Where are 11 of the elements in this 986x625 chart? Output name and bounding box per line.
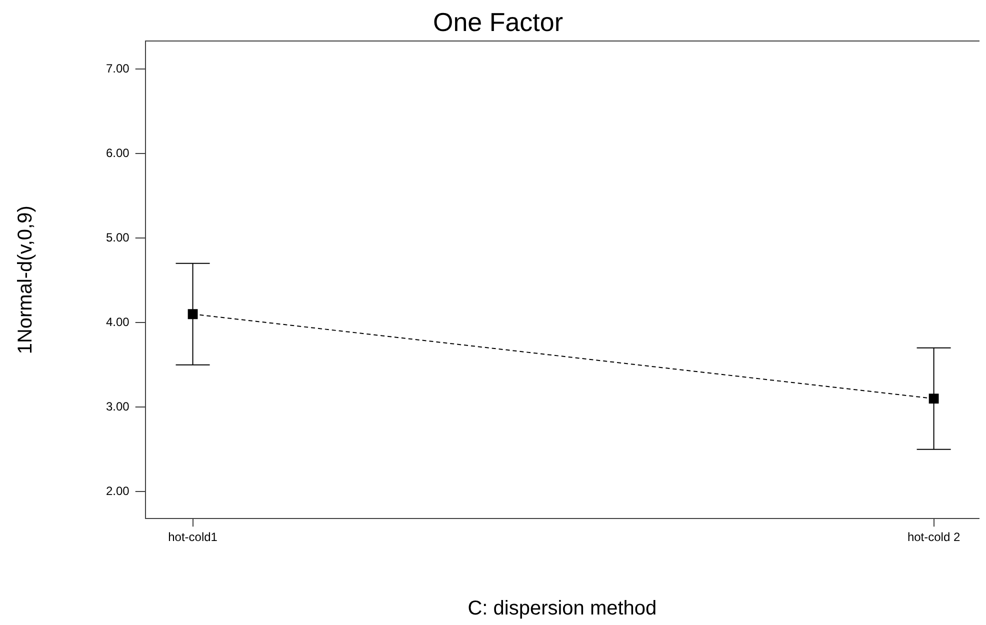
y-tick-label: 7.00 bbox=[106, 61, 130, 76]
x-tick-label: hot-cold 2 bbox=[907, 530, 960, 544]
y-tick-label: 6.00 bbox=[106, 146, 130, 160]
y-tick-label: 3.00 bbox=[106, 399, 130, 414]
y-tick-label: 4.00 bbox=[106, 314, 130, 329]
y-tick-label: 2.00 bbox=[106, 484, 130, 498]
y-axis-title: 1Normal-d(v,0,9) bbox=[14, 206, 37, 354]
chart-title: One Factor bbox=[432, 6, 564, 37]
x-axis-title: C: dispersion method bbox=[468, 598, 657, 620]
y-tick-label: 5.00 bbox=[106, 230, 130, 244]
x-tick-label: hot-cold1 bbox=[168, 530, 218, 544]
